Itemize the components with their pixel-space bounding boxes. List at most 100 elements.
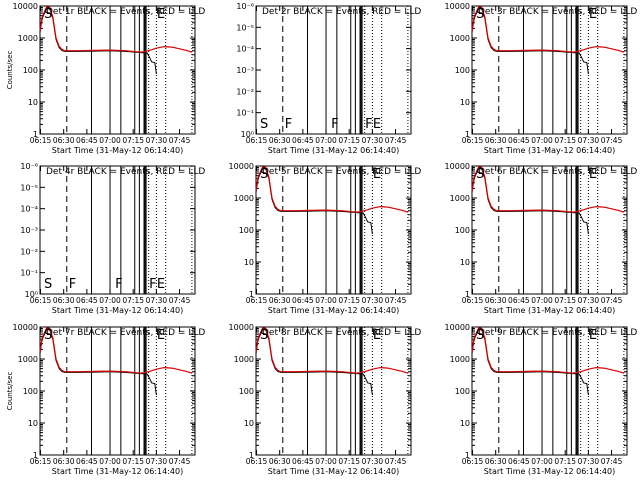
y-tick-label: 10000 [229,162,254,171]
series-lld [471,5,625,53]
marker-f: F [365,117,372,132]
panel-title: Det 8r BLACK = Events, RED = LLD [262,328,421,338]
x-tick-label: 06:15 [246,457,268,466]
x-tick-label: 06:45 [292,457,314,466]
x-tick-label: 07:00 [315,457,337,466]
y-tick-label: 10⁻³ [236,66,254,75]
x-tick-label: 06:45 [292,296,314,305]
series-lld [39,5,193,53]
x-tick-label: 06:45 [292,136,314,145]
x-tick-label: 06:15 [462,296,484,305]
det-panel-9: 1 10 100 1000 10000 06:15 06:30 06:45 07:00 07:15… [445,323,638,476]
plot-frame [471,5,628,135]
x-tick-label: 06:30 [53,136,75,145]
det-panel-6: 1 10 100 1000 10000 06:15 06:30 06:45 07:00 07:15… [445,162,638,315]
y-tick-label: 10 [460,258,470,267]
y-tick-label: 10⁻² [236,87,254,96]
y-tick-label: 100 [23,387,38,396]
series-lld [39,326,193,374]
x-tick-label: 06:30 [485,296,507,305]
x-tick-label: 06:15 [30,296,52,305]
det-panel-4: 10⁰ 10⁻¹ 10⁻² 10⁻³ 10⁻⁴ 10⁻⁵ 10⁻⁶ 06:15 06:30 06:… [20,162,205,315]
y-tick-label: 10⁰ [241,130,254,139]
series-lld [255,165,409,213]
x-tick-label: 07:30 [362,136,384,145]
marker-s: S [44,328,52,343]
marker-e: E [589,167,597,182]
y-tick-label: 1000 [450,355,470,364]
series-lld [255,326,409,374]
series-lld [471,165,625,213]
panel-title: Det 3r BLACK = Events, RED = LLD [478,7,637,17]
x-tick-label: 07:45 [385,296,407,305]
y-tick-label: 10000 [445,2,470,11]
y-tick-label: 1 [465,451,470,460]
y-tick-label: 1000 [234,194,254,203]
x-tick-label: 06:45 [76,136,98,145]
y-tick-label: 10000 [13,323,38,332]
x-tick-label: 07:15 [554,296,576,305]
plot-frame [39,326,196,456]
y-tick-label: 10⁻⁶ [236,2,254,11]
x-tick-label: 06:15 [246,136,268,145]
y-tick-label: 1000 [450,194,470,203]
x-axis-label: Start Time (31-May-12 06:14:40) [52,146,183,155]
y-tick-label: 100 [455,387,470,396]
y-tick-label: 10000 [445,162,470,171]
x-tick-label: 06:30 [53,457,75,466]
y-tick-label: 10 [244,419,254,428]
y-tick-label: 100 [239,226,254,235]
x-tick-label: 06:45 [76,296,98,305]
x-tick-label: 07:00 [531,457,553,466]
plot-frame [255,165,412,295]
x-tick-label: 06:45 [508,296,530,305]
y-tick-label: 10000 [229,323,254,332]
series-lld [471,326,625,374]
y-axis-label: Counts/sec [6,372,14,411]
y-tick-label: 1 [465,290,470,299]
x-tick-label: 06:30 [485,457,507,466]
y-tick-label: 10⁻⁶ [20,162,38,171]
x-tick-label: 07:00 [99,136,121,145]
x-tick-label: 06:30 [269,457,291,466]
x-tick-label: 07:00 [315,296,337,305]
y-tick-label: 1000 [18,34,38,43]
x-tick-label: 07:15 [338,136,360,145]
y-tick-label: 1 [33,451,38,460]
x-tick-label: 06:30 [53,296,75,305]
y-tick-label: 1 [249,290,254,299]
marker-s: S [476,328,484,343]
x-tick-label: 07:30 [578,136,600,145]
x-tick-label: 07:45 [601,296,623,305]
y-tick-label: 10⁻⁴ [236,45,254,54]
marker-f: F [149,277,156,292]
y-tick-label: 10⁰ [25,290,38,299]
x-tick-label: 07:00 [531,136,553,145]
x-axis-label: Start Time (31-May-12 06:14:40) [268,146,399,155]
x-tick-label: 06:45 [508,136,530,145]
marker-s: S [260,117,268,132]
y-tick-label: 10⁻¹ [236,109,254,118]
x-tick-label: 06:45 [76,457,98,466]
x-tick-label: 07:00 [99,296,121,305]
det-panel-5: 1 10 100 1000 10000 06:15 06:30 06:45 07:00 07:15… [229,162,422,315]
y-axis-label: Counts/sec [6,51,14,90]
y-tick-label: 10⁻⁵ [236,23,254,32]
marker-f: F [331,117,338,132]
x-axis-label: Start Time (31-May-12 06:14:40) [268,467,399,476]
y-tick-label: 10 [28,98,38,107]
x-tick-label: 07:30 [146,457,168,466]
marker-s: S [476,167,484,182]
y-tick-label: 10⁻⁵ [20,183,38,192]
x-tick-label: 06:15 [462,457,484,466]
x-tick-label: 07:00 [531,296,553,305]
x-tick-label: 07:45 [601,457,623,466]
y-tick-label: 1000 [18,355,38,364]
x-tick-label: 06:45 [508,457,530,466]
x-tick-label: 06:30 [269,296,291,305]
y-tick-label: 10⁻³ [20,226,38,235]
x-tick-label: 06:30 [269,136,291,145]
plot-frame [39,5,196,135]
panel-title: Det 4r BLACK = Events, RED = LLD [46,167,205,177]
panel-title: Det 1r BLACK = Events, RED = LLD [46,7,205,17]
